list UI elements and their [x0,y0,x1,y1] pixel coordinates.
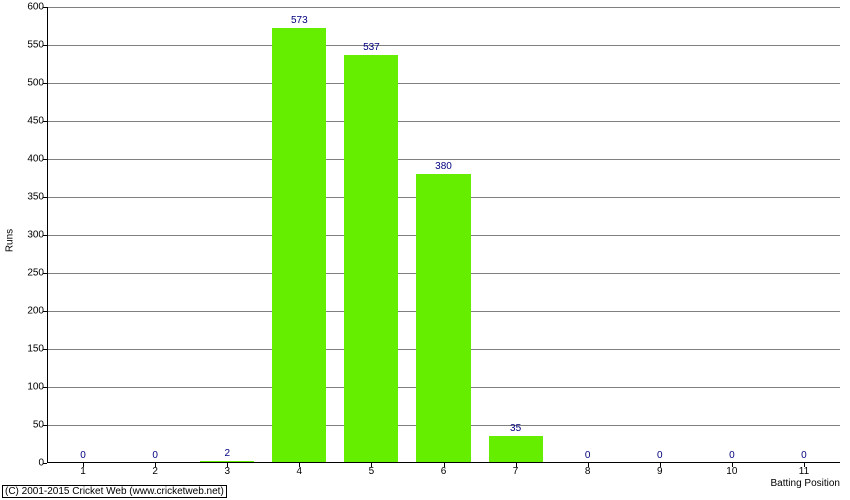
x-tick-label: 9 [657,466,663,477]
y-tick-label: 600 [27,2,44,13]
x-tick-label: 8 [585,466,591,477]
x-axis-title: Batting Position [771,478,841,489]
y-axis-line [47,7,48,463]
bar-value-label: 0 [585,450,591,461]
bar [489,436,543,463]
bar-value-label: 0 [80,450,86,461]
bar-value-label: 35 [510,423,521,434]
plot-area [47,7,840,463]
bar-value-label: 380 [435,161,452,172]
bar-value-label: 0 [152,450,158,461]
y-tick-label: 200 [27,306,44,317]
x-tick-label: 6 [441,466,447,477]
gridline [47,121,840,122]
y-tick-label: 100 [27,382,44,393]
gridline [47,7,840,8]
bar [416,174,470,463]
x-tick-label: 5 [369,466,375,477]
y-tick-label: 50 [33,420,44,431]
x-tick-label: 3 [224,466,230,477]
x-axis-line [47,462,840,463]
gridline [47,45,840,46]
y-tick-label: 450 [27,116,44,127]
bar-value-label: 537 [363,42,380,53]
chart-container: 050100150200250300350400450500550600 123… [0,0,850,500]
bar-value-label: 0 [657,450,663,461]
y-tick-label: 350 [27,192,44,203]
y-tick-label: 0 [38,458,44,469]
y-tick-label: 300 [27,230,44,241]
bar-value-label: 2 [224,448,230,459]
bar [344,55,398,463]
y-tick-label: 500 [27,78,44,89]
x-tick-label: 2 [152,466,158,477]
x-tick-label: 7 [513,466,519,477]
bar [272,28,326,463]
bar-value-label: 573 [291,15,308,26]
x-tick-label: 11 [799,466,809,477]
y-tick-label: 550 [27,40,44,51]
y-tick-label: 400 [27,154,44,165]
copyright-label: (C) 2001-2015 Cricket Web (www.cricketwe… [2,485,227,498]
x-tick-label: 1 [80,466,86,477]
bar-value-label: 0 [801,450,807,461]
x-tick-label: 4 [297,466,303,477]
bar-value-label: 0 [729,450,735,461]
gridline [47,83,840,84]
gridline [47,159,840,160]
y-axis-title: Runs [5,229,16,252]
y-tick-label: 150 [27,344,44,355]
y-tick-label: 250 [27,268,44,279]
x-tick-label: 10 [726,466,737,477]
